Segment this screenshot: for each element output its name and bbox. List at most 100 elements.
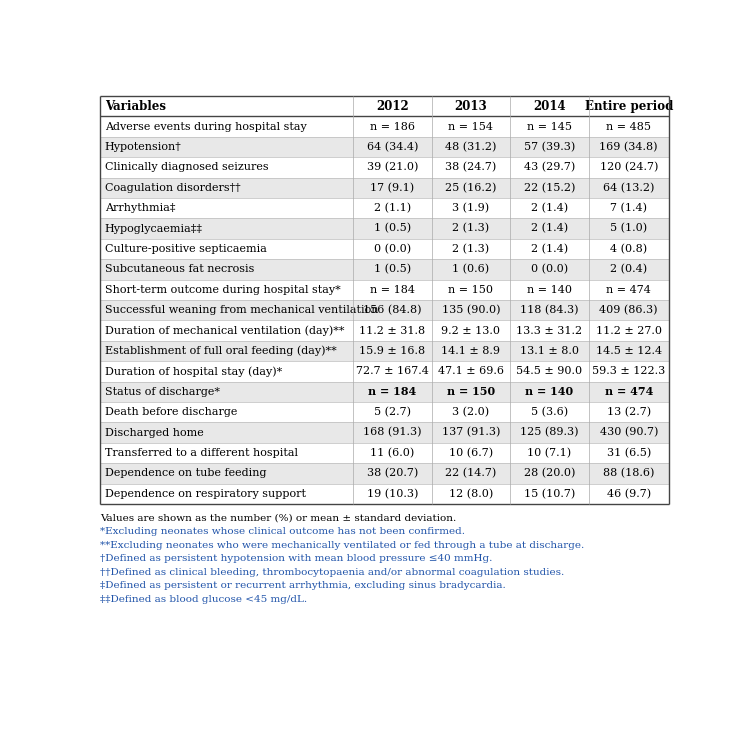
Text: Death before discharge: Death before discharge (104, 407, 237, 417)
Text: n = 184: n = 184 (370, 285, 415, 294)
Text: 31 (6.5): 31 (6.5) (607, 448, 651, 458)
Text: 118 (84.3): 118 (84.3) (520, 305, 578, 315)
Text: 2 (1.4): 2 (1.4) (531, 203, 568, 213)
Bar (431, 198, 510, 219)
Bar (510, 321, 589, 341)
Text: Dependence on tube feeding: Dependence on tube feeding (104, 469, 266, 478)
Bar (510, 239, 589, 259)
Bar (510, 484, 589, 504)
Text: 11.2 ± 31.8: 11.2 ± 31.8 (359, 325, 425, 336)
Bar (100, 157, 353, 177)
Text: Duration of mechanical ventilation (day)**: Duration of mechanical ventilation (day)… (104, 325, 344, 336)
Text: 168 (91.3): 168 (91.3) (363, 427, 422, 438)
Text: 2 (1.4): 2 (1.4) (531, 244, 568, 254)
Text: 48 (31.2): 48 (31.2) (446, 142, 497, 152)
Bar (353, 177, 431, 198)
Bar (589, 321, 669, 341)
Text: 22 (14.7): 22 (14.7) (446, 468, 497, 478)
Text: 1 (0.6): 1 (0.6) (452, 264, 490, 275)
Text: 13 (2.7): 13 (2.7) (607, 407, 651, 418)
Text: n = 140: n = 140 (525, 386, 574, 397)
Bar (431, 279, 510, 300)
Text: 10 (7.1): 10 (7.1) (527, 448, 572, 458)
Bar (353, 402, 431, 422)
Text: 11.2 ± 27.0: 11.2 ± 27.0 (596, 325, 662, 336)
Text: Subcutaneous fat necrosis: Subcutaneous fat necrosis (104, 264, 254, 274)
Text: 14.5 ± 12.4: 14.5 ± 12.4 (596, 346, 662, 356)
Bar (100, 239, 353, 259)
Text: ‡Defined as persistent or recurrent arrhythmia, excluding sinus bradycardia.: ‡Defined as persistent or recurrent arrh… (100, 581, 506, 590)
Bar (589, 422, 669, 443)
Text: 25 (16.2): 25 (16.2) (446, 182, 497, 193)
Text: 15 (10.7): 15 (10.7) (524, 489, 575, 499)
Text: 12 (8.0): 12 (8.0) (448, 489, 493, 499)
Bar (431, 382, 510, 402)
Bar (100, 137, 353, 157)
Text: 135 (90.0): 135 (90.0) (442, 305, 500, 315)
Bar (431, 321, 510, 341)
Bar (353, 198, 431, 219)
Bar (431, 300, 510, 321)
Bar (100, 402, 353, 422)
Text: 430 (90.7): 430 (90.7) (599, 427, 658, 438)
Bar (510, 259, 589, 279)
Text: Successful weaning from mechanical ventilation: Successful weaning from mechanical venti… (104, 305, 378, 315)
Bar (589, 157, 669, 177)
Text: 5 (2.7): 5 (2.7) (374, 407, 411, 418)
Text: Status of discharge*: Status of discharge* (104, 387, 220, 397)
Text: 2014: 2014 (533, 100, 566, 113)
Bar (589, 300, 669, 321)
Bar (431, 361, 510, 382)
Text: 2013: 2013 (454, 100, 488, 113)
Bar (100, 177, 353, 198)
Bar (510, 137, 589, 157)
Text: 28 (20.0): 28 (20.0) (524, 468, 575, 478)
Bar (589, 137, 669, 157)
Text: Entire period: Entire period (584, 100, 673, 113)
Bar (353, 321, 431, 341)
Text: Culture-positive septicaemia: Culture-positive septicaemia (104, 244, 266, 254)
Bar (353, 239, 431, 259)
Bar (510, 279, 589, 300)
Bar (353, 157, 431, 177)
Text: n = 150: n = 150 (448, 285, 494, 294)
Text: 4 (0.8): 4 (0.8) (610, 244, 647, 254)
Text: Variables: Variables (104, 100, 166, 113)
Text: n = 186: n = 186 (370, 122, 415, 131)
Bar (510, 402, 589, 422)
Text: n = 184: n = 184 (368, 386, 416, 397)
Bar (353, 116, 431, 137)
Bar (100, 279, 353, 300)
Bar (100, 484, 353, 504)
Text: Transferred to a different hospital: Transferred to a different hospital (104, 448, 298, 458)
Bar (100, 341, 353, 361)
Bar (510, 219, 589, 239)
Bar (353, 361, 431, 382)
Bar (353, 422, 431, 443)
Bar (589, 116, 669, 137)
Text: n = 150: n = 150 (447, 386, 495, 397)
Bar (353, 341, 431, 361)
Bar (431, 116, 510, 137)
Text: 2 (1.3): 2 (1.3) (452, 223, 490, 234)
Text: 39 (21.0): 39 (21.0) (367, 162, 418, 173)
Text: n = 140: n = 140 (526, 285, 572, 294)
Text: 156 (84.8): 156 (84.8) (363, 305, 422, 315)
Text: ‡‡Defined as blood glucose <45 mg/dL.: ‡‡Defined as blood glucose <45 mg/dL. (100, 595, 307, 604)
Bar (589, 341, 669, 361)
Text: 19 (10.3): 19 (10.3) (367, 489, 418, 499)
Text: Adverse events during hospital stay: Adverse events during hospital stay (104, 122, 306, 131)
Text: 2 (0.4): 2 (0.4) (610, 264, 647, 275)
Text: Short-term outcome during hospital stay*: Short-term outcome during hospital stay* (104, 285, 340, 294)
Bar (510, 382, 589, 402)
Text: 64 (34.4): 64 (34.4) (367, 142, 418, 152)
Bar (589, 177, 669, 198)
Bar (589, 219, 669, 239)
Text: 3 (2.0): 3 (2.0) (452, 407, 490, 418)
Text: 3 (1.9): 3 (1.9) (452, 203, 490, 213)
Text: 409 (86.3): 409 (86.3) (599, 305, 658, 315)
Text: †Defined as persistent hypotension with mean blood pressure ≤40 mmHg.: †Defined as persistent hypotension with … (100, 554, 492, 563)
Text: 9.2 ± 13.0: 9.2 ± 13.0 (441, 325, 500, 336)
Text: 5 (3.6): 5 (3.6) (531, 407, 568, 418)
Bar (431, 177, 510, 198)
